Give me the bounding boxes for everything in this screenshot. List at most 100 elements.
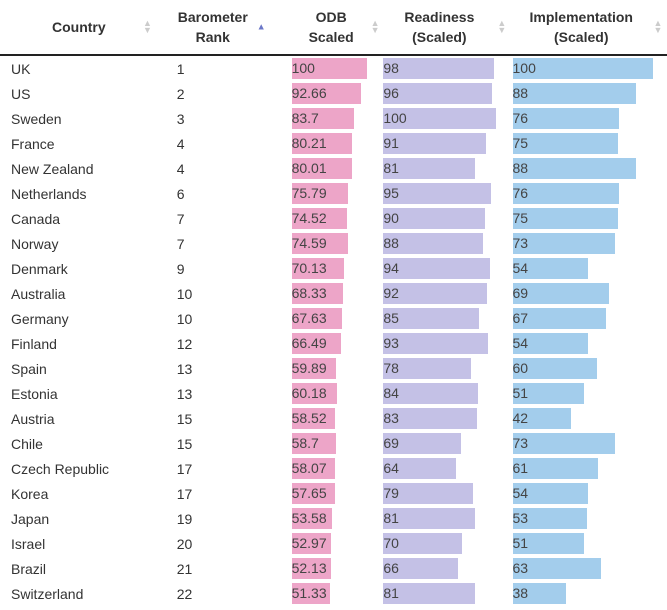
cell-odb: 60.18 — [291, 381, 384, 406]
cell-odb: 59.89 — [291, 356, 384, 381]
implementation-bar — [512, 283, 610, 304]
odb-value: 58.7 — [291, 435, 319, 451]
table-row[interactable]: Norway 7 74.59 88 73 — [0, 231, 667, 256]
sort-both-icon[interactable]: ▲ ▼ — [653, 18, 663, 35]
table-row[interactable]: Spain 13 59.89 78 60 — [0, 356, 667, 381]
sort-both-icon[interactable]: ▲ ▼ — [497, 18, 507, 35]
cell-odb: 66.49 — [291, 331, 384, 356]
cell-implementation: 60 — [512, 356, 667, 381]
odb-value: 58.07 — [291, 460, 327, 476]
table-row[interactable]: New Zealand 4 80.01 81 88 — [0, 156, 667, 181]
implementation-bar — [512, 108, 619, 129]
table-row[interactable]: Brazil 21 52.13 66 63 — [0, 556, 667, 581]
table-row[interactable]: Canada 7 74.52 90 75 — [0, 206, 667, 231]
readiness-bar — [383, 458, 456, 479]
implementation-bar — [512, 558, 601, 579]
table-body: UK 1 100 98 100 US 2 92.66 96 88 Sweden 3 83.7 100 76 F… — [0, 55, 667, 606]
readiness-value: 90 — [383, 210, 399, 226]
header-country[interactable]: Country ▲ ▼ — [0, 0, 162, 55]
table-row[interactable]: Czech Republic 17 58.07 64 61 — [0, 456, 667, 481]
odb-value: 74.52 — [291, 210, 327, 226]
implementation-value: 73 — [512, 235, 529, 251]
readiness-value: 84 — [383, 385, 399, 401]
cell-country: New Zealand — [11, 160, 94, 177]
odb-bar — [291, 408, 336, 429]
cell-odb: 52.13 — [291, 556, 384, 581]
sort-both-icon[interactable]: ▲ ▼ — [143, 18, 152, 35]
odb-value: 57.65 — [291, 485, 327, 501]
cell-implementation: 61 — [512, 456, 667, 481]
table-row[interactable]: Australia 10 68.33 92 69 — [0, 281, 667, 306]
implementation-value: 63 — [512, 560, 529, 576]
odb-bar — [291, 108, 355, 129]
cell-implementation: 69 — [512, 281, 667, 306]
cell-country: Germany — [11, 310, 69, 327]
table-row[interactable]: Netherlands 6 75.79 95 76 — [0, 181, 667, 206]
table-row[interactable]: Japan 19 53.58 81 53 — [0, 506, 667, 531]
table-row[interactable]: Austria 15 58.52 83 42 — [0, 406, 667, 431]
table-row[interactable]: Israel 20 52.97 70 51 — [0, 531, 667, 556]
cell-readiness: 85 — [383, 306, 511, 331]
cell-odb: 74.59 — [291, 231, 384, 256]
odb-value: 80.21 — [291, 135, 327, 151]
cell-readiness: 78 — [383, 356, 511, 381]
implementation-value: 54 — [512, 260, 529, 276]
readiness-bar — [383, 483, 473, 504]
cell-readiness: 100 — [383, 106, 511, 131]
odb-bar — [291, 183, 349, 204]
header-implementation[interactable]: Implementation (Scaled) ▲ ▼ — [512, 0, 667, 55]
odb-value: 92.66 — [291, 85, 327, 101]
header-odb[interactable]: ODB Scaled ▲ ▼ — [292, 0, 384, 55]
table-row[interactable]: France 4 80.21 91 75 — [0, 131, 667, 156]
implementation-bar — [512, 358, 597, 379]
readiness-value: 79 — [383, 485, 399, 501]
odb-value: 80.01 — [291, 160, 327, 176]
implementation-value: 61 — [512, 460, 529, 476]
implementation-bar — [512, 83, 636, 104]
cell-odb: 68.33 — [291, 281, 384, 306]
sort-both-icon[interactable]: ▲ ▼ — [370, 18, 380, 35]
table-row[interactable]: Chile 15 58.7 69 73 — [0, 431, 667, 456]
table-row[interactable]: US 2 92.66 96 88 — [0, 81, 667, 106]
cell-rank: 21 — [176, 560, 193, 577]
odb-bar — [291, 383, 337, 404]
cell-odb: 58.07 — [291, 456, 384, 481]
implementation-bar — [512, 433, 615, 454]
cell-readiness: 94 — [383, 256, 511, 281]
odb-value: 83.7 — [291, 110, 319, 126]
table-row[interactable]: Germany 10 67.63 85 67 — [0, 306, 667, 331]
cell-implementation: 73 — [512, 431, 667, 456]
sort-asc-icon[interactable]: ▲ — [256, 21, 266, 32]
table-header-row: Country ▲ ▼ Barometer Rank ▲ — [0, 0, 667, 55]
cell-rank: 7 — [176, 210, 185, 227]
readiness-bar — [383, 83, 492, 104]
table-row[interactable]: Estonia 13 60.18 84 51 — [0, 381, 667, 406]
header-readiness[interactable]: Readiness (Scaled) ▲ ▼ — [383, 0, 511, 55]
cell-rank: 17 — [176, 485, 193, 502]
table-row[interactable]: Switzerland 22 51.33 81 38 — [0, 581, 667, 606]
readiness-bar — [383, 408, 478, 429]
odb-bar — [291, 58, 367, 79]
cell-implementation: 42 — [512, 406, 667, 431]
readiness-value: 66 — [383, 560, 399, 576]
table-row[interactable]: Denmark 9 70.13 94 54 — [0, 256, 667, 281]
cell-implementation: 73 — [512, 231, 667, 256]
readiness-bar — [383, 333, 489, 354]
readiness-value: 85 — [383, 310, 399, 326]
table-row[interactable]: Finland 12 66.49 93 54 — [0, 331, 667, 356]
table-row[interactable]: Sweden 3 83.7 100 76 — [0, 106, 667, 131]
cell-readiness: 66 — [383, 556, 511, 581]
implementation-bar — [512, 408, 572, 429]
cell-readiness: 90 — [383, 206, 511, 231]
table-row[interactable]: Korea 17 57.65 79 54 — [0, 481, 667, 506]
implementation-bar — [512, 208, 618, 229]
odb-bar — [291, 83, 362, 104]
readiness-value: 69 — [383, 435, 399, 451]
header-rank[interactable]: Barometer Rank ▲ — [162, 0, 292, 55]
header-odb-label-line2: Scaled — [308, 29, 354, 45]
odb-bar — [291, 508, 332, 529]
cell-implementation: 63 — [512, 556, 667, 581]
odb-value: 70.13 — [291, 260, 327, 276]
cell-country: UK — [11, 60, 31, 77]
table-row[interactable]: UK 1 100 98 100 — [0, 55, 667, 81]
